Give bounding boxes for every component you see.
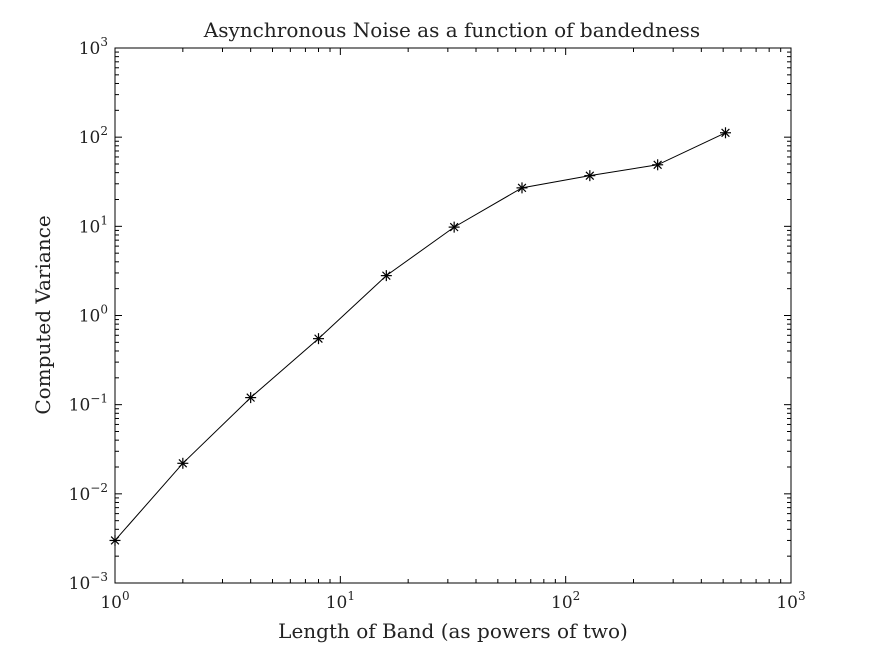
y-tick-label: 10−2 [69, 481, 108, 505]
y-tick-label-exponent: 1 [100, 213, 108, 227]
y-tick-label-exponent: −2 [90, 481, 108, 495]
y-tick-label-exponent: −3 [90, 570, 108, 584]
data-point-marker [380, 270, 392, 282]
x-tick-label: 100 [100, 589, 129, 613]
x-tick-label: 102 [551, 589, 580, 613]
y-tick-label: 103 [79, 35, 108, 59]
data-point-marker [584, 170, 596, 182]
chart-title: Asynchronous Noise as a function of band… [203, 18, 700, 42]
x-tick-label-base: 10 [551, 593, 573, 613]
y-axis-label: Computed Variance [31, 215, 55, 414]
x-tick-label-base: 10 [326, 593, 348, 613]
y-tick-label-exponent: 0 [100, 303, 108, 317]
y-tick-label: 10−1 [69, 392, 108, 416]
y-tick-label: 101 [79, 213, 108, 237]
y-tick-label: 10−3 [69, 570, 108, 594]
data-point-marker [448, 221, 460, 233]
y-tick-label-base: 10 [69, 574, 91, 594]
y-tick-label-base: 10 [69, 396, 91, 416]
plot-frame [114, 47, 792, 584]
y-tick-label-exponent: 3 [100, 35, 108, 49]
x-tick-label: 103 [776, 589, 805, 613]
y-tick-label-base: 10 [79, 128, 101, 148]
x-tick-labels: 100 101 102 103 [100, 589, 805, 613]
data-point-marker [109, 534, 121, 546]
y-tick-label-base: 10 [69, 485, 91, 505]
y-tick-label-base: 10 [79, 307, 101, 327]
x-tick-label-base: 10 [100, 593, 122, 613]
data-point-marker [719, 127, 731, 139]
data-point-marker [177, 457, 189, 469]
series-layer [109, 127, 731, 546]
x-tick-label-base: 10 [776, 593, 798, 613]
data-point-marker [245, 392, 257, 404]
y-tick-label-exponent: 2 [100, 124, 108, 138]
minor-ticks [115, 48, 791, 583]
x-tick-label-exponent: 1 [347, 589, 355, 603]
x-tick-label-exponent: 2 [573, 589, 581, 603]
x-axis-label: Length of Band (as powers of two) [278, 619, 628, 643]
y-tick-label: 102 [79, 124, 108, 148]
major-ticks [114, 47, 792, 584]
data-point-marker [652, 159, 664, 171]
y-tick-label-base: 10 [79, 39, 101, 59]
y-tick-label: 100 [79, 303, 108, 327]
y-tick-label-base: 10 [79, 217, 101, 237]
plot-area [109, 47, 792, 584]
x-tick-label: 101 [326, 589, 355, 613]
x-tick-label-exponent: 3 [798, 589, 806, 603]
y-tick-label-exponent: −1 [90, 392, 108, 406]
series-line [114, 132, 726, 541]
data-point-marker [516, 182, 528, 194]
x-tick-label-exponent: 0 [122, 589, 130, 603]
data-point-marker [312, 333, 324, 345]
